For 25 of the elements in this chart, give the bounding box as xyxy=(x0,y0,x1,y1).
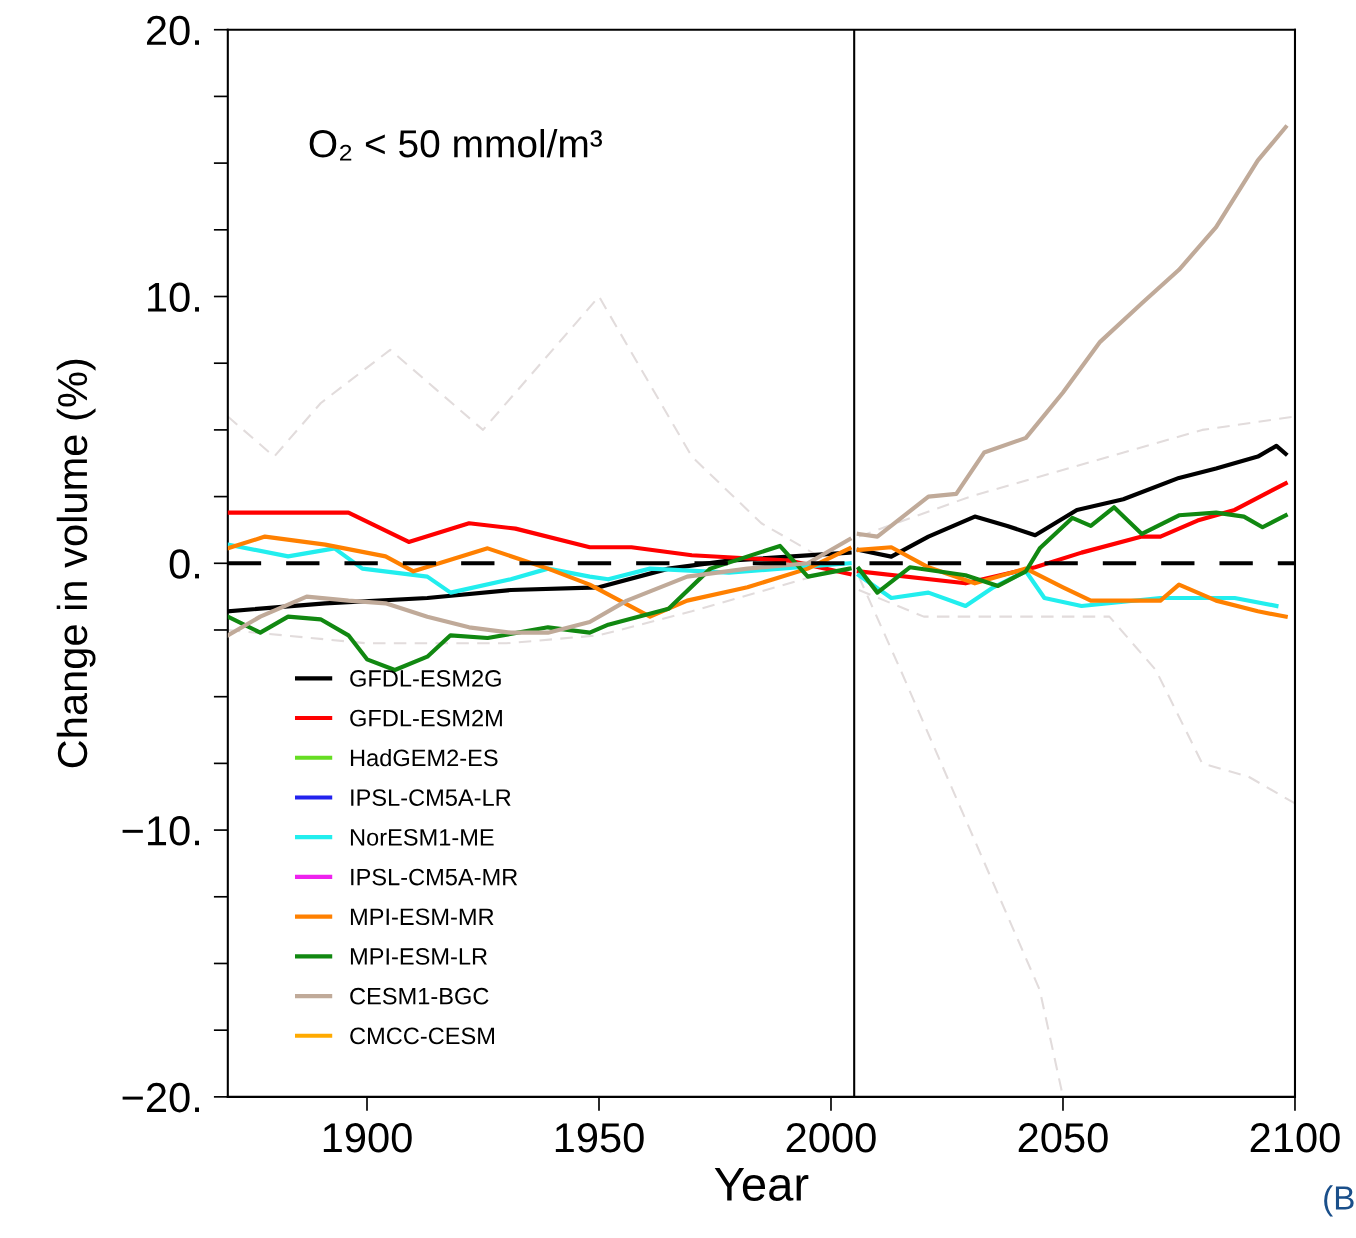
legend-label: MPI-ESM-MR xyxy=(350,908,494,926)
x-tick-label: 2050 xyxy=(1018,1122,1108,1153)
legend-label: GFDL-ESM2G xyxy=(350,670,501,687)
annotation: O₂ < 50 mmol/m³ xyxy=(309,128,603,161)
legend-label: CMCC-CESM xyxy=(350,1027,494,1045)
y-tick-label: −10. xyxy=(122,816,200,846)
legend-label: MPI-ESM-LR xyxy=(350,948,487,965)
legend-label: HadGEM2-ES xyxy=(350,748,498,767)
x-tick-label: 1950 xyxy=(555,1122,644,1153)
x-axis-title: Year xyxy=(714,1168,809,1201)
legend-label: GFDL-ESM2M xyxy=(350,709,502,727)
x-tick-label: 1900 xyxy=(323,1122,412,1153)
line-series xyxy=(857,415,1295,538)
legend-label: IPSL-CM5A-MR xyxy=(351,868,518,886)
y-tick-label: 20. xyxy=(146,15,200,46)
y-axis-title: Change in volume (%) xyxy=(56,359,96,768)
y-tick-label: 10. xyxy=(148,282,200,313)
legend-label: IPSL-CM5A-LR xyxy=(351,789,511,806)
legend-label: NorESM1-ME xyxy=(350,828,494,846)
y-tick-label: 0. xyxy=(169,549,200,579)
y-tick-label: −20. xyxy=(122,1082,200,1113)
legend-label: CESM1-BGC xyxy=(350,987,489,1005)
x-tick-label: 2000 xyxy=(786,1122,876,1153)
text: (B xyxy=(1324,1185,1354,1217)
x-tick-label: 2100 xyxy=(1250,1122,1340,1153)
